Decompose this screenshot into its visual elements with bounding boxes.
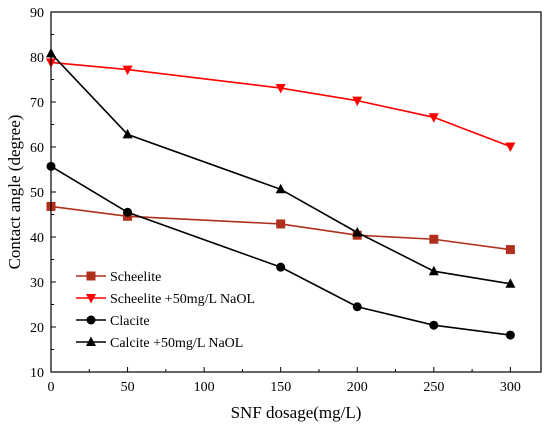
x-tick-label: 250 bbox=[423, 380, 444, 395]
data-point bbox=[429, 235, 438, 244]
legend-label: Scheelite bbox=[110, 270, 161, 285]
data-point bbox=[276, 263, 285, 272]
y-tick-label: 20 bbox=[30, 321, 44, 336]
data-point bbox=[429, 321, 438, 330]
data-point bbox=[123, 208, 132, 217]
y-tick-label: 80 bbox=[30, 51, 44, 66]
y-tick-label: 90 bbox=[30, 6, 44, 21]
x-tick-label: 200 bbox=[347, 380, 368, 395]
data-point bbox=[353, 302, 362, 311]
y-tick-label: 10 bbox=[30, 366, 44, 381]
data-point bbox=[276, 219, 285, 228]
y-tick-label: 70 bbox=[30, 96, 44, 111]
x-tick-label: 100 bbox=[194, 380, 215, 395]
legend-label: Clacite bbox=[110, 314, 150, 329]
data-point bbox=[506, 331, 515, 340]
x-tick-label: 50 bbox=[121, 380, 135, 395]
y-axis-title: Contact angle (degree) bbox=[5, 115, 24, 270]
x-tick-label: 0 bbox=[48, 380, 55, 395]
legend-marker bbox=[87, 316, 96, 325]
x-tick-label: 300 bbox=[500, 380, 521, 395]
x-tick-label: 150 bbox=[270, 380, 291, 395]
y-tick-label: 30 bbox=[30, 276, 44, 291]
y-tick-label: 50 bbox=[30, 186, 44, 201]
legend-label: Calcite +50mg/L NaOL bbox=[110, 336, 243, 351]
legend-label: Scheelite +50mg/L NaOL bbox=[110, 292, 255, 307]
legend-marker bbox=[87, 272, 96, 281]
x-axis-title: SNF dosage(mg/L) bbox=[231, 403, 362, 422]
y-tick-label: 60 bbox=[30, 141, 44, 156]
data-point bbox=[506, 245, 515, 254]
y-tick-label: 40 bbox=[30, 231, 44, 246]
